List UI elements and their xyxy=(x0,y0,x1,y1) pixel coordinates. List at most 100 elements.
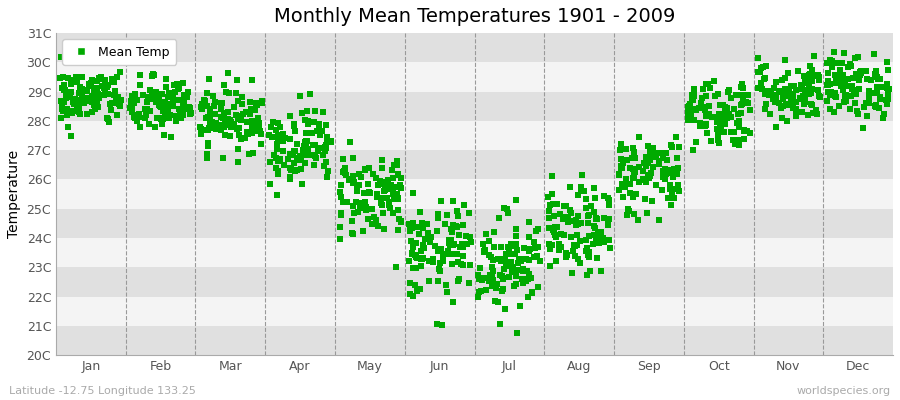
Point xyxy=(736,96,751,103)
Point xyxy=(868,70,883,77)
Point xyxy=(472,272,486,278)
Point xyxy=(516,266,530,272)
Point xyxy=(636,176,651,182)
Point xyxy=(802,72,816,78)
Point xyxy=(789,98,804,105)
Point xyxy=(516,279,530,286)
Point xyxy=(393,182,408,188)
Point xyxy=(663,182,678,188)
Point xyxy=(215,114,230,121)
Point xyxy=(778,56,792,63)
Point xyxy=(377,180,392,187)
Point xyxy=(194,105,209,112)
Point xyxy=(339,172,354,178)
Point xyxy=(736,84,751,91)
Point xyxy=(718,116,733,122)
Point xyxy=(757,76,771,83)
Point xyxy=(418,236,432,242)
Point xyxy=(491,299,506,305)
Point xyxy=(659,150,673,157)
Point xyxy=(726,106,741,112)
Point xyxy=(252,121,266,128)
Point xyxy=(849,91,863,97)
Point xyxy=(513,303,527,310)
Point xyxy=(786,91,800,97)
Point xyxy=(132,72,147,78)
Point xyxy=(306,142,320,148)
Point xyxy=(731,137,745,143)
Point xyxy=(644,198,659,204)
Point xyxy=(242,151,256,157)
Point xyxy=(636,168,651,174)
Point xyxy=(408,282,422,288)
Point xyxy=(860,100,874,106)
Point xyxy=(391,196,405,202)
Point xyxy=(850,73,864,80)
Point xyxy=(162,90,176,97)
Point xyxy=(784,83,798,90)
Point xyxy=(788,110,803,117)
Bar xyxy=(56,92,893,121)
Point xyxy=(361,181,375,187)
Point xyxy=(562,184,577,190)
Point xyxy=(717,108,732,115)
Point xyxy=(687,93,701,100)
Point xyxy=(810,111,824,118)
Point xyxy=(637,160,652,166)
Point xyxy=(695,95,709,101)
Point xyxy=(791,68,806,74)
Point xyxy=(688,138,703,145)
Point xyxy=(276,148,291,154)
Point xyxy=(213,127,228,134)
Point xyxy=(295,110,310,116)
Point xyxy=(157,103,171,110)
Point xyxy=(382,199,396,205)
Point xyxy=(249,127,264,133)
Point xyxy=(92,75,106,81)
Point xyxy=(717,108,732,114)
Point xyxy=(100,114,114,121)
Point xyxy=(159,105,174,111)
Point xyxy=(812,74,826,80)
Point xyxy=(104,76,119,82)
Point xyxy=(564,270,579,276)
Point xyxy=(318,144,332,150)
Point xyxy=(793,82,807,88)
Point xyxy=(152,102,166,108)
Point xyxy=(776,96,790,103)
Point xyxy=(862,94,877,100)
Bar xyxy=(56,209,893,238)
Point xyxy=(75,86,89,92)
Point xyxy=(561,219,575,226)
Point xyxy=(284,176,298,182)
Point xyxy=(652,216,666,223)
Point xyxy=(320,139,335,146)
Point xyxy=(805,85,819,92)
Point xyxy=(495,273,509,279)
Point xyxy=(243,111,257,118)
Point xyxy=(234,117,248,123)
Point xyxy=(484,253,499,260)
Point xyxy=(472,288,486,295)
Point xyxy=(406,265,420,272)
Point xyxy=(307,162,321,168)
Point xyxy=(773,104,788,110)
Point xyxy=(589,233,603,240)
Point xyxy=(768,98,782,105)
Point xyxy=(546,212,561,219)
Point xyxy=(482,252,497,258)
Point xyxy=(778,85,792,92)
Point xyxy=(655,187,670,193)
Point xyxy=(582,212,597,218)
Point xyxy=(415,220,429,226)
Point xyxy=(230,76,245,83)
Point xyxy=(737,136,751,142)
Point xyxy=(508,283,522,289)
Point xyxy=(297,143,311,149)
Point xyxy=(656,168,670,174)
Point xyxy=(357,200,372,206)
Point xyxy=(734,84,748,90)
Point xyxy=(132,114,147,120)
Point xyxy=(196,97,211,103)
Point xyxy=(789,113,804,120)
